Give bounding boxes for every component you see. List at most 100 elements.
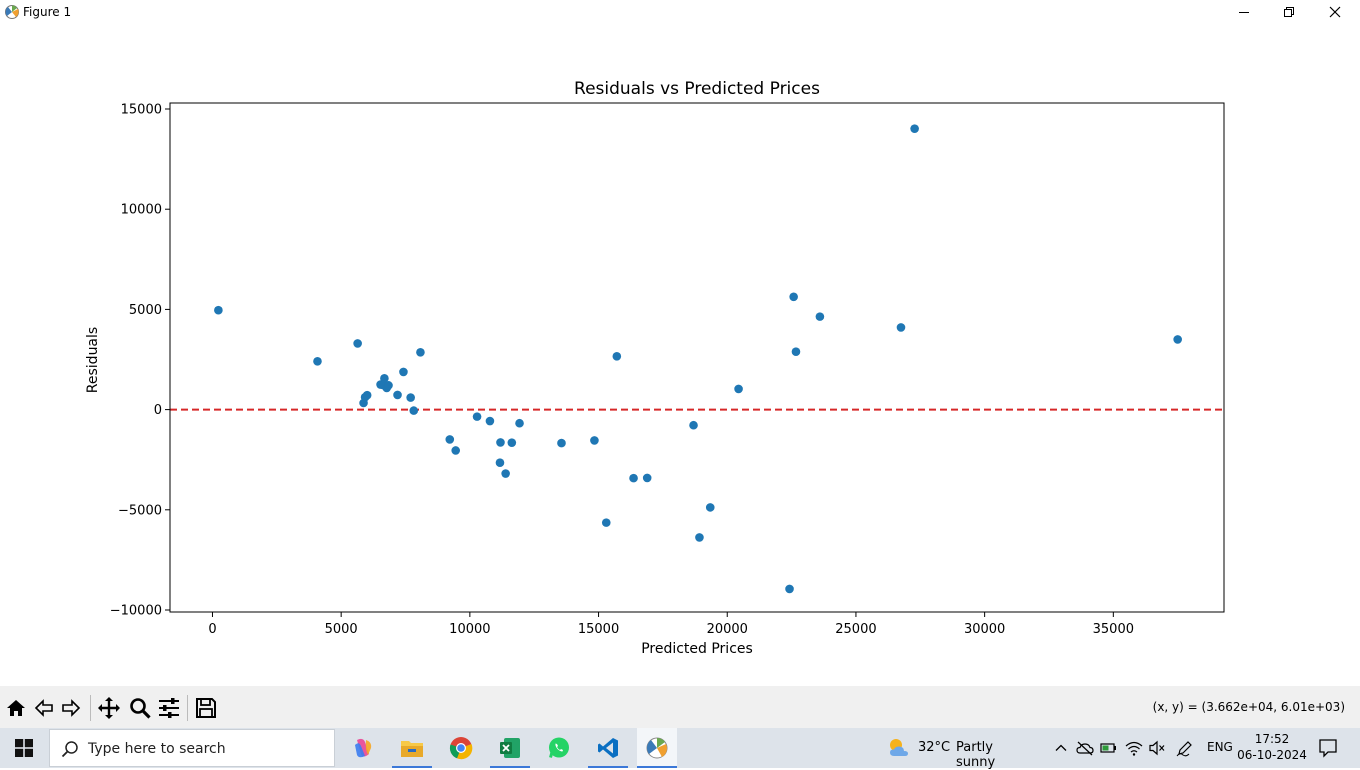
vscode-icon: [598, 738, 618, 758]
search-icon: [61, 741, 78, 758]
close-button[interactable]: [1312, 0, 1358, 24]
x-tick-label: 10000: [449, 622, 490, 637]
taskbar-whatsapp[interactable]: [539, 728, 579, 768]
axes-frame: [169, 102, 1225, 613]
zoom-button[interactable]: [126, 694, 154, 722]
scatter-point: [1173, 335, 1182, 344]
notifications-icon[interactable]: [1318, 738, 1338, 758]
forward-button[interactable]: [57, 694, 85, 722]
pan-button[interactable]: [95, 694, 123, 722]
zoom-icon: [130, 698, 151, 719]
taskbar-file-explorer[interactable]: [392, 728, 432, 768]
x-tick-label: 5000: [325, 622, 358, 637]
scatter-point: [399, 367, 408, 377]
clock-date: 06-10-2024: [1237, 748, 1307, 762]
scatter-point: [815, 312, 825, 321]
y-axis: −10000 −5000 0 5000 10000 15000: [110, 103, 170, 618]
toolbar-separator: [90, 695, 91, 721]
chevron-up-icon[interactable]: [1054, 741, 1068, 755]
matplotlib-icon: [646, 737, 668, 759]
scatter-point: [485, 416, 495, 426]
y-tick-label: −5000: [118, 503, 162, 518]
whatsapp-icon: [549, 737, 569, 758]
x-tick-label: 15000: [578, 622, 619, 637]
scatter-point: [705, 503, 715, 512]
x-tick-label: 25000: [835, 622, 876, 637]
x-tick-label: 30000: [964, 622, 1005, 637]
windows-logo-icon: [15, 739, 33, 757]
weather-desc: Partly sunny: [956, 740, 996, 770]
excel-icon: [500, 738, 520, 758]
forward-icon: [62, 699, 81, 717]
home-icon: [7, 700, 25, 716]
home-button[interactable]: [2, 694, 30, 722]
restore-icon: [1284, 7, 1294, 17]
x-tick-label: 35000: [1093, 622, 1134, 637]
restore-button[interactable]: [1266, 0, 1312, 24]
scatter-point: [557, 438, 566, 448]
configure-subplots-button[interactable]: [155, 694, 183, 722]
minimize-icon: [1239, 12, 1249, 13]
taskbar-excel[interactable]: [490, 728, 530, 768]
figure-canvas[interactable]: Residuals vs Predicted Prices Predicted …: [0, 26, 1360, 686]
weather-temp: 32°C: [918, 740, 951, 755]
scatter-point: [734, 384, 743, 394]
scatter-point: [601, 518, 611, 527]
clock[interactable]: 17:52 06-10-2024: [1236, 731, 1308, 763]
scatter-point: [590, 436, 599, 445]
battery-icon[interactable]: [1100, 740, 1118, 756]
clock-time: 17:52: [1254, 732, 1290, 746]
y-tick-label: −10000: [110, 603, 162, 618]
scatter-point: [409, 406, 419, 415]
taskbar-search-box[interactable]: Type here to search: [49, 729, 335, 767]
scatter-chart: Residuals vs Predicted Prices Predicted …: [85, 79, 1225, 657]
taskbar-matplotlib-figure[interactable]: [637, 728, 677, 768]
wifi-icon[interactable]: [1125, 740, 1143, 756]
y-tick-label: 5000: [129, 303, 162, 318]
pan-icon: [98, 697, 120, 719]
scatter-point: [214, 305, 223, 315]
scatter-point: [384, 381, 393, 390]
taskbar-vscode[interactable]: [588, 728, 628, 768]
matplotlib-icon: [5, 5, 19, 19]
scatter-points: [214, 124, 1182, 594]
pen-icon[interactable]: [1176, 739, 1194, 757]
window-titlebar: Figure 1: [0, 0, 1360, 26]
save-icon: [196, 698, 216, 718]
cursor-coordinates: (x, y) = (3.662e+04, 6.01e+03): [1152, 700, 1345, 714]
back-icon: [34, 699, 53, 717]
scatter-point: [612, 351, 622, 361]
scatter-point: [695, 533, 704, 542]
scatter-point: [785, 584, 794, 594]
language-indicator[interactable]: ENG: [1207, 740, 1233, 754]
taskbar-chrome[interactable]: [441, 728, 481, 768]
minimize-button[interactable]: [1221, 0, 1267, 24]
window-title: Figure 1: [23, 5, 72, 19]
taskbar: Type here to search: [0, 728, 1360, 770]
x-tick-label: 0: [208, 622, 216, 637]
y-tick-label: 15000: [121, 103, 162, 118]
scatter-point: [380, 374, 389, 383]
save-button[interactable]: [192, 694, 220, 722]
volume-muted-icon[interactable]: [1148, 740, 1166, 756]
scatter-point: [515, 418, 524, 428]
configure-icon: [159, 698, 179, 718]
toolbar-separator: [187, 695, 188, 721]
onedrive-offline-icon[interactable]: [1076, 740, 1094, 756]
y-tick-label: 10000: [121, 203, 162, 218]
scatter-point: [789, 292, 798, 302]
weather-widget[interactable]: 32°C Partly sunny: [884, 728, 1034, 770]
scatter-point: [472, 412, 482, 421]
back-button[interactable]: [30, 694, 58, 722]
scatter-point: [689, 420, 698, 430]
scatter-point: [353, 339, 362, 348]
y-axis-label: Residuals: [85, 327, 101, 393]
x-axis: 0 5000 10000 15000 20000 25000 30000 35000: [208, 612, 1134, 637]
start-button[interactable]: [0, 728, 48, 768]
scatter-point: [629, 473, 638, 483]
scatter-point: [495, 458, 505, 468]
search-placeholder: Type here to search: [88, 741, 226, 757]
scatter-point: [501, 469, 510, 478]
taskbar-copilot[interactable]: [343, 728, 383, 768]
scatter-point: [791, 347, 801, 356]
